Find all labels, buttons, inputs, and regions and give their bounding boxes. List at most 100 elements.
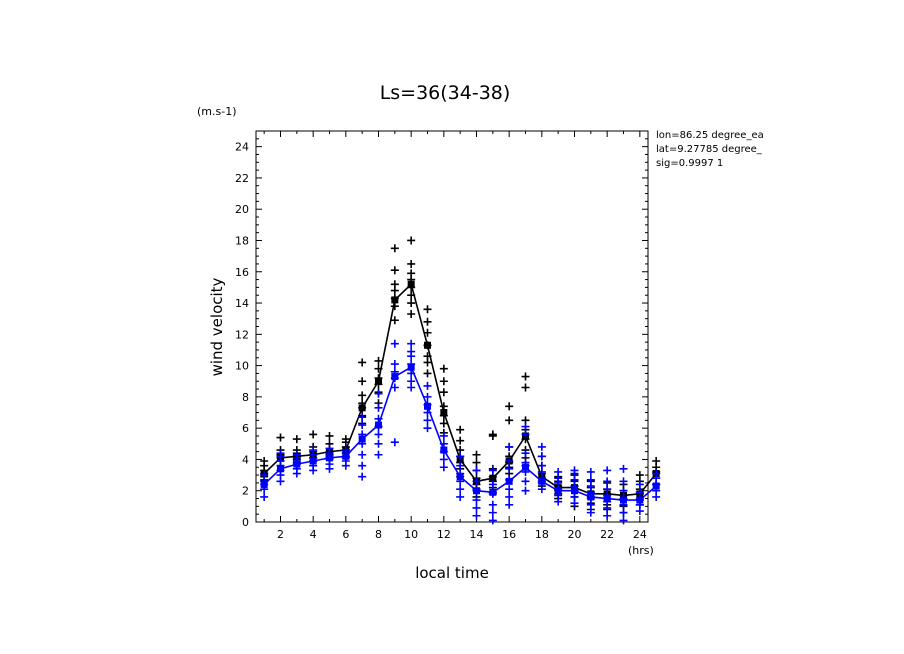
sample-point-series-1 — [309, 430, 318, 439]
info-line-lat: lat=9.27785 degree_ — [656, 144, 763, 155]
y-tick-label: 12 — [235, 328, 249, 341]
sample-point-series-1 — [635, 471, 644, 480]
y-axis-label: wind velocity — [208, 277, 226, 376]
sample-point-series-2 — [554, 467, 563, 476]
sample-point-series-2 — [505, 485, 514, 494]
sample-point-series-1 — [423, 369, 432, 378]
sample-point-series-2 — [537, 442, 546, 451]
sample-point-series-2 — [292, 450, 301, 459]
sample-point-series-2 — [325, 444, 334, 453]
y-tick-label: 6 — [242, 422, 249, 435]
x-axis-label: local time — [415, 564, 489, 582]
sample-point-series-2 — [456, 461, 465, 470]
sample-point-series-2 — [521, 430, 530, 439]
sample-point-series-2 — [374, 450, 383, 459]
x-tick-label: 4 — [310, 528, 317, 541]
sample-point-series-2 — [488, 500, 497, 509]
sample-point-series-2 — [456, 485, 465, 494]
sample-point-series-2 — [635, 488, 644, 497]
sample-point-series-2 — [407, 377, 416, 386]
sample-point-series-1 — [652, 457, 661, 466]
sample-point-series-1 — [407, 259, 416, 268]
y-tick-label: 14 — [235, 297, 249, 310]
sample-point-series-2 — [390, 339, 399, 348]
sample-point-series-2 — [260, 471, 269, 480]
sample-point-series-1 — [488, 430, 497, 439]
sample-point-series-1 — [439, 419, 448, 428]
sample-point-series-2 — [619, 486, 628, 495]
sample-point-series-2 — [309, 446, 318, 455]
y-tick-label: 8 — [242, 391, 249, 404]
sample-point-series-1 — [521, 372, 530, 381]
sample-point-series-2 — [374, 403, 383, 412]
sample-point-series-2 — [472, 496, 481, 505]
sample-point-series-1 — [358, 377, 367, 386]
sample-point-series-2 — [390, 383, 399, 392]
x-tick-label: 8 — [375, 528, 382, 541]
sample-point-series-2 — [472, 477, 481, 486]
y-unit-label: (m.s-1) — [197, 105, 237, 118]
sample-point-series-1 — [407, 309, 416, 318]
sample-point-series-2 — [423, 424, 432, 433]
sample-point-series-1 — [439, 402, 448, 411]
x-tick-label: 14 — [470, 528, 484, 541]
sample-point-series-2 — [488, 480, 497, 489]
sample-point-series-1 — [521, 383, 530, 392]
sample-point-series-1 — [260, 457, 269, 466]
sample-point-series-2 — [619, 516, 628, 525]
x-tick-label: 16 — [502, 528, 516, 541]
sample-point-series-2 — [652, 469, 661, 478]
sample-point-series-2 — [407, 339, 416, 348]
y-tick-label: 24 — [235, 141, 249, 154]
plot-area: 2 4 6 8 10 12 14 16 18 20 22 2402468101214161820222… — [235, 130, 661, 541]
sample-point-series-2 — [505, 457, 514, 466]
y-tick-label: 10 — [235, 360, 249, 373]
sample-point-series-1 — [358, 391, 367, 400]
sample-point-series-1 — [407, 236, 416, 245]
x-unit-label: (hrs) — [628, 544, 654, 557]
sample-point-series-2 — [603, 466, 612, 475]
sample-point-series-1 — [292, 435, 301, 444]
sample-point-series-2 — [635, 480, 644, 489]
sample-point-series-2 — [505, 492, 514, 501]
sample-point-series-2 — [374, 430, 383, 439]
sample-point-series-1 — [407, 299, 416, 308]
sample-point-series-2 — [537, 461, 546, 470]
sample-point-series-2 — [488, 516, 497, 525]
info-line-lon: lon=86.25 degree_ea — [656, 130, 764, 141]
sample-point-series-1 — [423, 317, 432, 326]
info-line-sig: sig=0.9997 1 — [656, 158, 723, 169]
sample-point-series-1 — [505, 416, 514, 425]
y-tick-label: 4 — [242, 453, 249, 466]
mean-line-series-2 — [263, 366, 657, 501]
sample-point-series-2 — [472, 511, 481, 520]
sample-point-series-2 — [619, 464, 628, 473]
sample-point-series-2 — [619, 508, 628, 517]
sample-point-series-2 — [619, 477, 628, 486]
x-tick-label: 10 — [404, 528, 418, 541]
y-tick-label: 18 — [235, 234, 249, 247]
sample-point-series-2 — [407, 347, 416, 356]
info-box: lon=86.25 degree_ea lat=9.27785 degree_ … — [656, 130, 764, 169]
sample-point-series-1 — [276, 433, 285, 442]
sample-point-series-2 — [521, 449, 530, 458]
sample-point-series-2 — [472, 466, 481, 475]
y-tick-label: 20 — [235, 203, 249, 216]
sample-point-series-2 — [390, 360, 399, 369]
sample-point-series-1 — [472, 458, 481, 467]
sample-point-series-2 — [374, 439, 383, 448]
sample-point-series-2 — [521, 486, 530, 495]
sample-point-series-2 — [586, 508, 595, 517]
sample-point-series-2 — [603, 477, 612, 486]
x-tick-label: 18 — [535, 528, 549, 541]
sample-point-series-2 — [586, 475, 595, 484]
x-tick-label: 2 — [277, 528, 284, 541]
sample-point-series-1 — [472, 450, 481, 459]
sample-point-series-1 — [390, 266, 399, 275]
sample-point-series-1 — [341, 435, 350, 444]
sample-point-series-1 — [456, 436, 465, 445]
sample-point-series-2 — [603, 485, 612, 494]
y-tick-label: 2 — [242, 485, 249, 498]
sample-point-series-1 — [325, 431, 334, 440]
